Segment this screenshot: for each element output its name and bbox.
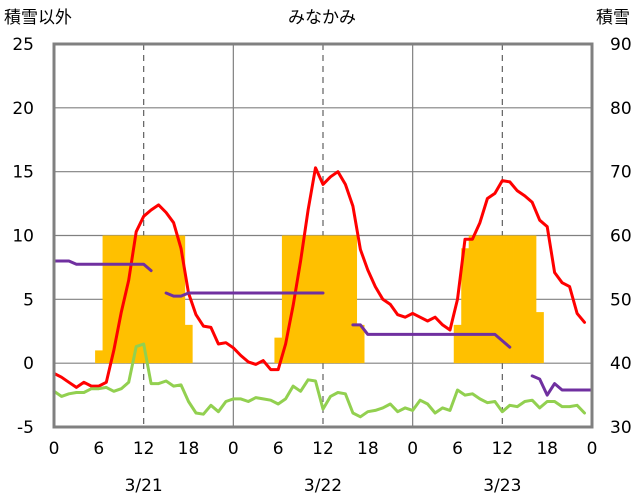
precip-bar [102, 235, 111, 364]
left-axis-ticks: -5 0 5 10 15 20 25 [12, 35, 34, 438]
x-tick-label: 18 [536, 439, 558, 459]
precip-bar [132, 235, 141, 364]
precip-bar [491, 235, 499, 364]
right-axis-label: 積雪 [596, 8, 630, 28]
precip-bar [476, 235, 485, 364]
left-tick-label: 10 [12, 227, 34, 247]
left-tick-label: 25 [12, 35, 34, 55]
precip-bar [453, 324, 462, 364]
right-tick-label: 50 [610, 290, 632, 310]
precip-bar [356, 324, 365, 364]
precip-bar [506, 235, 514, 364]
x-tick-label: 18 [357, 439, 379, 459]
precip-bar [281, 235, 290, 364]
left-tick-label: 20 [12, 99, 34, 119]
left-axis-label: 積雪以外 [4, 8, 72, 28]
precip-bar [311, 235, 320, 364]
precip-bar [95, 350, 103, 364]
right-tick-label: 90 [610, 35, 632, 55]
precip-bar [513, 235, 522, 364]
right-tick-label: 80 [610, 99, 632, 119]
series-line [530, 374, 594, 397]
chart-title: みなかみ [288, 8, 356, 28]
precip-bar [521, 235, 529, 364]
series-line [52, 166, 586, 389]
left-tick-label: 15 [12, 163, 34, 183]
precip-bar [296, 235, 305, 364]
date-label: 3/22 [304, 476, 342, 496]
x-axis-ticks: 0 6 12 18 0 6 12 18 0 6 12 18 0 [49, 439, 598, 459]
x-tick-label: 18 [178, 439, 200, 459]
x-tick-label: 12 [492, 439, 514, 459]
precip-bar [184, 324, 193, 364]
precip-bar [117, 235, 126, 364]
precip-bar [535, 312, 544, 364]
x-tick-label: 6 [93, 439, 104, 459]
precip-bar [341, 235, 350, 364]
x-tick-label: 0 [228, 439, 239, 459]
precip-bar [498, 235, 507, 364]
precip-bar [483, 235, 492, 364]
date-label: 3/21 [125, 476, 163, 496]
right-tick-label: 40 [610, 354, 632, 374]
precipitation-bars [95, 235, 544, 364]
x-tick-label: 6 [273, 439, 284, 459]
precip-bar [349, 235, 358, 364]
right-axis-ticks: 30 40 50 60 70 80 90 [610, 35, 632, 438]
series-line [164, 291, 325, 298]
precip-bar [461, 248, 470, 364]
date-label: 3/23 [483, 476, 521, 496]
precip-bar [304, 235, 313, 364]
x-tick-label: 0 [587, 439, 598, 459]
left-tick-label: 5 [23, 290, 34, 310]
x-tick-label: 0 [49, 439, 60, 459]
precip-bar [162, 235, 171, 364]
precip-bar [326, 235, 335, 364]
precip-bar [528, 235, 537, 364]
x-tick-label: 6 [452, 439, 463, 459]
x-tick-label: 0 [407, 439, 418, 459]
precip-bar [177, 235, 186, 364]
right-tick-label: 30 [610, 418, 632, 438]
right-tick-label: 70 [610, 163, 632, 183]
series-lines [52, 166, 594, 419]
left-tick-label: -5 [17, 418, 34, 438]
precip-bar [468, 235, 477, 364]
precip-bar [169, 235, 178, 364]
precip-bar [154, 235, 163, 364]
date-labels: 3/21 3/22 3/23 [125, 476, 522, 496]
x-tick-label: 12 [312, 439, 334, 459]
precip-bar [319, 235, 328, 364]
left-tick-label: 0 [23, 354, 34, 374]
precip-bar [139, 235, 148, 364]
precip-bar [124, 235, 133, 364]
x-tick-label: 12 [133, 439, 155, 459]
series-line [52, 259, 153, 273]
series-line [52, 342, 586, 419]
precip-bar [110, 235, 118, 364]
right-tick-label: 60 [610, 227, 632, 247]
precip-bar [274, 337, 283, 364]
precip-bar [147, 235, 156, 364]
precip-bar [334, 235, 343, 364]
plot-frame [52, 42, 594, 429]
series-line [351, 323, 512, 349]
